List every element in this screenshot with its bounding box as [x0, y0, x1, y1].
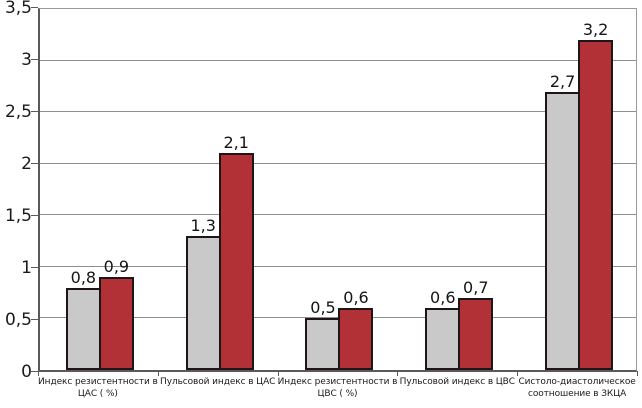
- category-label: Систоло-диастолическое соотношение в ЗКЦА: [515, 376, 639, 400]
- gridline: [40, 214, 636, 216]
- category-label: Индекс резистентности в ЦВС ( %): [276, 376, 400, 400]
- y-tick-mark: [31, 111, 38, 112]
- y-tick-mark: [31, 267, 38, 268]
- y-tick-label: 3: [21, 50, 32, 70]
- bar-group: 1,3 2,1: [160, 9, 280, 370]
- x-tick-mark: [637, 371, 638, 376]
- y-tick-label: 2: [21, 154, 32, 174]
- bar-series-red: 0,6: [338, 289, 374, 370]
- gridline: [40, 59, 636, 61]
- x-tick-mark: [157, 371, 159, 376]
- bar-value-label: 0,9: [103, 257, 130, 277]
- category-label-line: ЦАС ( %): [77, 389, 118, 399]
- y-tick-label: 2,5: [4, 102, 32, 122]
- bar-group: 0,8 0,9: [40, 9, 160, 370]
- bar-value-label: 0,7: [463, 277, 489, 297]
- gridline: [40, 317, 636, 319]
- bar-value-label: 2,7: [549, 71, 576, 91]
- category-label: Пульсовой индекс в ЦВС: [395, 376, 519, 388]
- bar-series-gray: 1,3: [185, 216, 221, 370]
- bar-series-red: 0,9: [98, 258, 134, 370]
- category-label-line: Пульсовой индекс в ЦАС: [160, 377, 276, 387]
- bar-series-gray: 2,7: [545, 72, 581, 370]
- y-tick-mark: [31, 371, 38, 372]
- x-tick-mark: [517, 371, 519, 376]
- bar-value-label: 2,1: [223, 133, 249, 153]
- category-label-line: Систоло-диастолическое: [518, 377, 636, 387]
- y-tick-mark: [31, 59, 38, 60]
- gridline: [40, 162, 636, 164]
- y-tick-label: 1: [21, 258, 32, 278]
- plot-area: 0,8 0,9 1,3 2,1 0,5 0,6 0,6 0,7 2,7 3,2: [38, 8, 637, 372]
- bar-series-gray: 0,6: [425, 289, 461, 370]
- gridline: [40, 111, 636, 113]
- x-tick-mark: [277, 371, 279, 376]
- x-tick-mark: [38, 371, 39, 376]
- x-tick-mark: [397, 371, 399, 376]
- bar-series-red: 0,7: [458, 278, 494, 370]
- y-tick-label: 0: [21, 362, 32, 382]
- bar-value-label: 0,6: [343, 288, 369, 308]
- category-label: Индекс резистентности в ЦАС ( %): [36, 376, 160, 400]
- bar-value-label: 0,5: [310, 298, 336, 318]
- category-label-line: Индекс резистентности в: [277, 377, 398, 387]
- bar-group: 2,7 3,2: [519, 9, 639, 370]
- y-tick-label: 0,5: [4, 310, 32, 330]
- bar-value-label: 1,3: [190, 215, 216, 235]
- bar-series-red: 3,2: [578, 20, 614, 370]
- category-label: Пульсовой индекс в ЦАС: [156, 376, 280, 388]
- bar-value-label: 3,2: [582, 19, 609, 39]
- y-tick-mark: [31, 7, 38, 8]
- bar-series-red: 2,1: [218, 134, 254, 370]
- y-tick-label: 1,5: [4, 206, 32, 226]
- gridline: [40, 265, 636, 267]
- bar-group: 0,5 0,6: [280, 9, 400, 370]
- bar-value-label: 0,8: [70, 267, 97, 287]
- category-label-line: соотношение в ЗКЦА: [528, 389, 627, 399]
- y-tick-label: 3,5: [4, 0, 32, 18]
- bar-value-label: 0,6: [430, 288, 456, 308]
- category-label-line: ЦВС ( %): [317, 389, 358, 399]
- y-tick-mark: [31, 319, 38, 320]
- category-label-line: Пульсовой индекс в ЦВС: [399, 377, 515, 387]
- bar-series-gray: 0,8: [65, 268, 101, 370]
- y-tick-mark: [31, 163, 38, 164]
- bar-group: 0,6 0,7: [399, 9, 519, 370]
- y-tick-mark: [31, 215, 38, 216]
- bar-series-gray: 0,5: [305, 299, 341, 370]
- category-label-line: Индекс резистентности в: [38, 377, 158, 387]
